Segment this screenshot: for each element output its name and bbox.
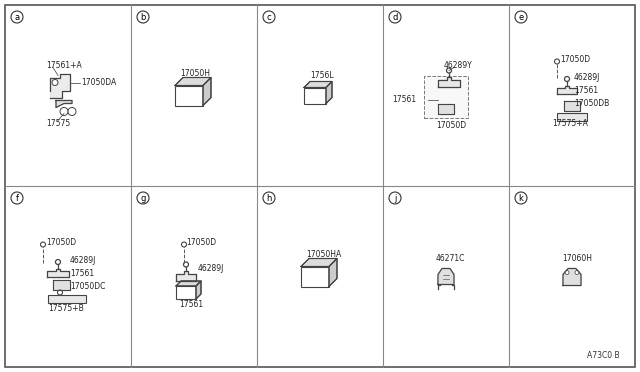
Text: j: j — [394, 193, 396, 202]
Circle shape — [137, 192, 149, 204]
Bar — [48, 295, 86, 302]
Text: a: a — [15, 13, 20, 22]
Text: 17575: 17575 — [46, 119, 70, 128]
Text: e: e — [518, 13, 524, 22]
Text: 17050DB: 17050DB — [574, 99, 609, 108]
Circle shape — [263, 11, 275, 23]
Text: 17561: 17561 — [70, 269, 94, 278]
Circle shape — [263, 192, 275, 204]
Circle shape — [515, 192, 527, 204]
Text: 17561: 17561 — [574, 86, 598, 95]
Text: 17050D: 17050D — [436, 121, 466, 130]
Text: 17050DC: 17050DC — [70, 282, 106, 291]
Circle shape — [184, 262, 189, 267]
Bar — [557, 112, 587, 121]
Text: 17050D: 17050D — [46, 238, 76, 247]
Polygon shape — [175, 77, 211, 86]
Circle shape — [389, 11, 401, 23]
Circle shape — [11, 192, 23, 204]
Polygon shape — [176, 272, 196, 280]
Text: k: k — [518, 193, 524, 202]
Text: 17050H: 17050H — [180, 69, 210, 78]
Polygon shape — [47, 269, 69, 277]
Polygon shape — [557, 86, 577, 94]
Circle shape — [11, 11, 23, 23]
Circle shape — [575, 270, 579, 275]
Circle shape — [447, 68, 451, 73]
Bar — [304, 87, 326, 103]
Circle shape — [58, 290, 63, 295]
Text: 1756L: 1756L — [310, 71, 333, 80]
Text: g: g — [140, 193, 146, 202]
Text: 17575+B: 17575+B — [48, 304, 84, 313]
Text: 46289J: 46289J — [70, 256, 97, 265]
Bar — [424, 76, 468, 118]
Text: 46289J: 46289J — [198, 264, 225, 273]
Bar — [301, 266, 329, 286]
Circle shape — [40, 242, 45, 247]
Bar — [175, 86, 203, 106]
Polygon shape — [53, 279, 70, 289]
Circle shape — [137, 11, 149, 23]
Text: 17050DA: 17050DA — [81, 78, 116, 87]
Text: 17050HA: 17050HA — [306, 250, 341, 259]
Polygon shape — [304, 81, 332, 87]
Text: 17561+A: 17561+A — [46, 61, 82, 70]
Text: 17575+A: 17575+A — [552, 119, 588, 128]
Circle shape — [182, 242, 186, 247]
Circle shape — [565, 270, 569, 275]
Text: b: b — [140, 13, 146, 22]
Text: 17060H: 17060H — [562, 254, 592, 263]
Circle shape — [52, 80, 58, 86]
Polygon shape — [326, 81, 332, 103]
Circle shape — [389, 192, 401, 204]
Text: 17050D: 17050D — [560, 55, 590, 64]
Polygon shape — [176, 281, 201, 286]
Text: 17561: 17561 — [179, 300, 203, 309]
Text: d: d — [392, 13, 397, 22]
Circle shape — [68, 108, 76, 115]
Bar — [176, 286, 196, 299]
Polygon shape — [329, 259, 337, 286]
Circle shape — [554, 59, 559, 64]
Polygon shape — [203, 77, 211, 106]
Polygon shape — [50, 74, 70, 97]
Polygon shape — [438, 103, 454, 113]
Circle shape — [564, 77, 570, 81]
Text: h: h — [266, 193, 272, 202]
Polygon shape — [438, 77, 460, 87]
Text: 17050D: 17050D — [186, 238, 216, 247]
Polygon shape — [301, 259, 337, 266]
Text: f: f — [15, 193, 19, 202]
Text: 17561: 17561 — [392, 95, 416, 104]
Circle shape — [56, 260, 61, 264]
Text: c: c — [267, 13, 271, 22]
Circle shape — [60, 108, 68, 115]
Polygon shape — [196, 281, 201, 299]
Text: 46271C: 46271C — [436, 254, 465, 263]
Polygon shape — [563, 269, 581, 285]
Text: A73C0 B: A73C0 B — [588, 351, 620, 360]
Text: 46289J: 46289J — [574, 73, 600, 82]
Text: 46289Y: 46289Y — [444, 61, 473, 70]
Polygon shape — [564, 100, 580, 110]
Polygon shape — [438, 269, 454, 285]
Circle shape — [515, 11, 527, 23]
Polygon shape — [56, 100, 72, 108]
